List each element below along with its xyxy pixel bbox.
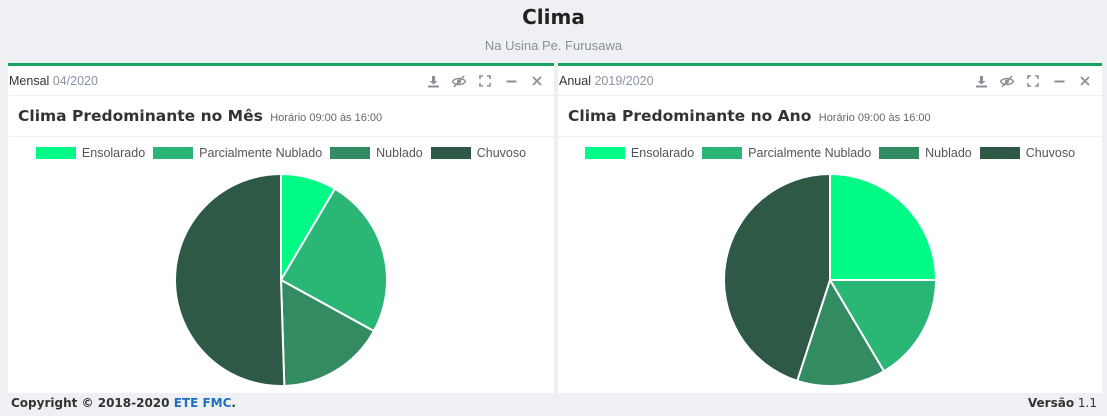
legend-label: Ensolarado: [81, 146, 146, 160]
legend-label: Parcialmente Nublado: [199, 146, 323, 160]
legend-label: Nublado: [925, 146, 972, 160]
page-title: Clima: [522, 5, 585, 29]
chart-title: Clima Predominante no Ano: [568, 107, 812, 125]
panel-yearly: Anual 2019/2020 Clima Predominante no An…: [558, 63, 1102, 393]
panel-tools: [968, 73, 1098, 89]
pie-slice-chuvoso[interactable]: [723, 172, 831, 383]
panel-header: Mensal 04/2020: [8, 66, 554, 96]
legend-label: Nublado: [376, 146, 423, 160]
page-footer: Copyright © 2018-2020 ETE FMC. Versão 1.…: [0, 393, 1107, 416]
legend-swatch: [979, 147, 1020, 159]
pie-slice-ensolarado[interactable]: [829, 172, 938, 281]
legend-label: Chuvoso: [476, 146, 527, 160]
legend-item-chuvoso[interactable]: Chuvoso: [430, 146, 527, 160]
chart-note: Horário 09:00 às 16:00: [270, 112, 383, 124]
legend-item-parcialmente-nublado[interactable]: Parcialmente Nublado: [702, 146, 871, 160]
copyright-text: Copyright © 2018-2020: [11, 396, 170, 410]
close-icon[interactable]: [524, 73, 550, 89]
pie-chart-yearly: [723, 172, 938, 387]
chart-header: Clima Predominante no Ano Horário 09:00 …: [558, 96, 1102, 137]
legend-swatch: [879, 147, 920, 159]
org-link[interactable]: ETE FMC: [173, 396, 232, 410]
legend-swatch: [35, 147, 76, 159]
legend-item-chuvoso[interactable]: Chuvoso: [979, 146, 1076, 160]
page-header: Clima Na Usina Pe. Furusawa: [0, 0, 1107, 62]
version-number: 1.1: [1077, 396, 1097, 410]
expand-icon[interactable]: [1020, 73, 1046, 89]
pie-slice-parcialmente-nublado[interactable]: [828, 279, 938, 373]
panel-header: Anual 2019/2020: [558, 66, 1102, 96]
pie-slice-nublado[interactable]: [795, 277, 886, 387]
panel-name: Mensal: [9, 74, 50, 88]
minimize-icon[interactable]: [498, 73, 524, 89]
panel-name: Anual: [559, 74, 591, 88]
copyright: Copyright © 2018-2020 ETE FMC.: [11, 396, 236, 410]
legend-swatch: [330, 147, 371, 159]
legend-item-ensolarado[interactable]: Ensolarado: [35, 146, 146, 160]
eye-slash-icon[interactable]: [994, 73, 1020, 89]
copyright-period: .: [231, 396, 236, 410]
pie-slice-chuvoso[interactable]: [174, 172, 286, 387]
panel-period: 04/2020: [52, 74, 98, 88]
legend-item-parcialmente-nublado[interactable]: Parcialmente Nublado: [153, 146, 322, 160]
legend-swatch: [702, 147, 743, 159]
eye-slash-icon[interactable]: [446, 73, 472, 89]
legend-swatch: [153, 147, 194, 159]
legend-swatch: [584, 147, 625, 159]
legend-item-nublado[interactable]: Nublado: [330, 146, 423, 160]
chart-legend: Ensolarado Parcialmente Nublado Nublado …: [558, 146, 1102, 160]
panel-tools: [420, 73, 550, 89]
chart-title: Clima Predominante no Mês: [18, 107, 263, 125]
legend-item-nublado[interactable]: Nublado: [879, 146, 972, 160]
close-icon[interactable]: [1072, 73, 1098, 89]
legend-item-ensolarado[interactable]: Ensolarado: [584, 146, 695, 160]
download-icon[interactable]: [968, 73, 994, 89]
legend-label: Ensolarado: [630, 146, 695, 160]
legend-swatch: [430, 147, 471, 159]
chart-legend: Ensolarado Parcialmente Nublado Nublado …: [8, 146, 554, 160]
minimize-icon[interactable]: [1046, 73, 1072, 89]
expand-icon[interactable]: [472, 73, 498, 89]
chart-note: Horário 09:00 às 16:00: [818, 112, 931, 124]
panel-monthly: Mensal 04/2020 Clima Predominante no Mês: [8, 63, 554, 393]
version-label: Versão: [1027, 396, 1075, 410]
pie-slice-parcialmente-nublado[interactable]: [279, 187, 388, 333]
legend-label: Parcialmente Nublado: [748, 146, 872, 160]
download-icon[interactable]: [420, 73, 446, 89]
version: Versão 1.1: [1028, 396, 1097, 410]
panel-period: 2019/2020: [594, 74, 654, 88]
legend-label: Chuvoso: [1025, 146, 1076, 160]
pie-slice-nublado[interactable]: [279, 278, 376, 387]
chart-header: Clima Predominante no Mês Horário 09:00 …: [8, 96, 554, 137]
page-subtitle: Na Usina Pe. Furusawa: [484, 38, 623, 53]
pie-chart-monthly: [174, 172, 388, 387]
